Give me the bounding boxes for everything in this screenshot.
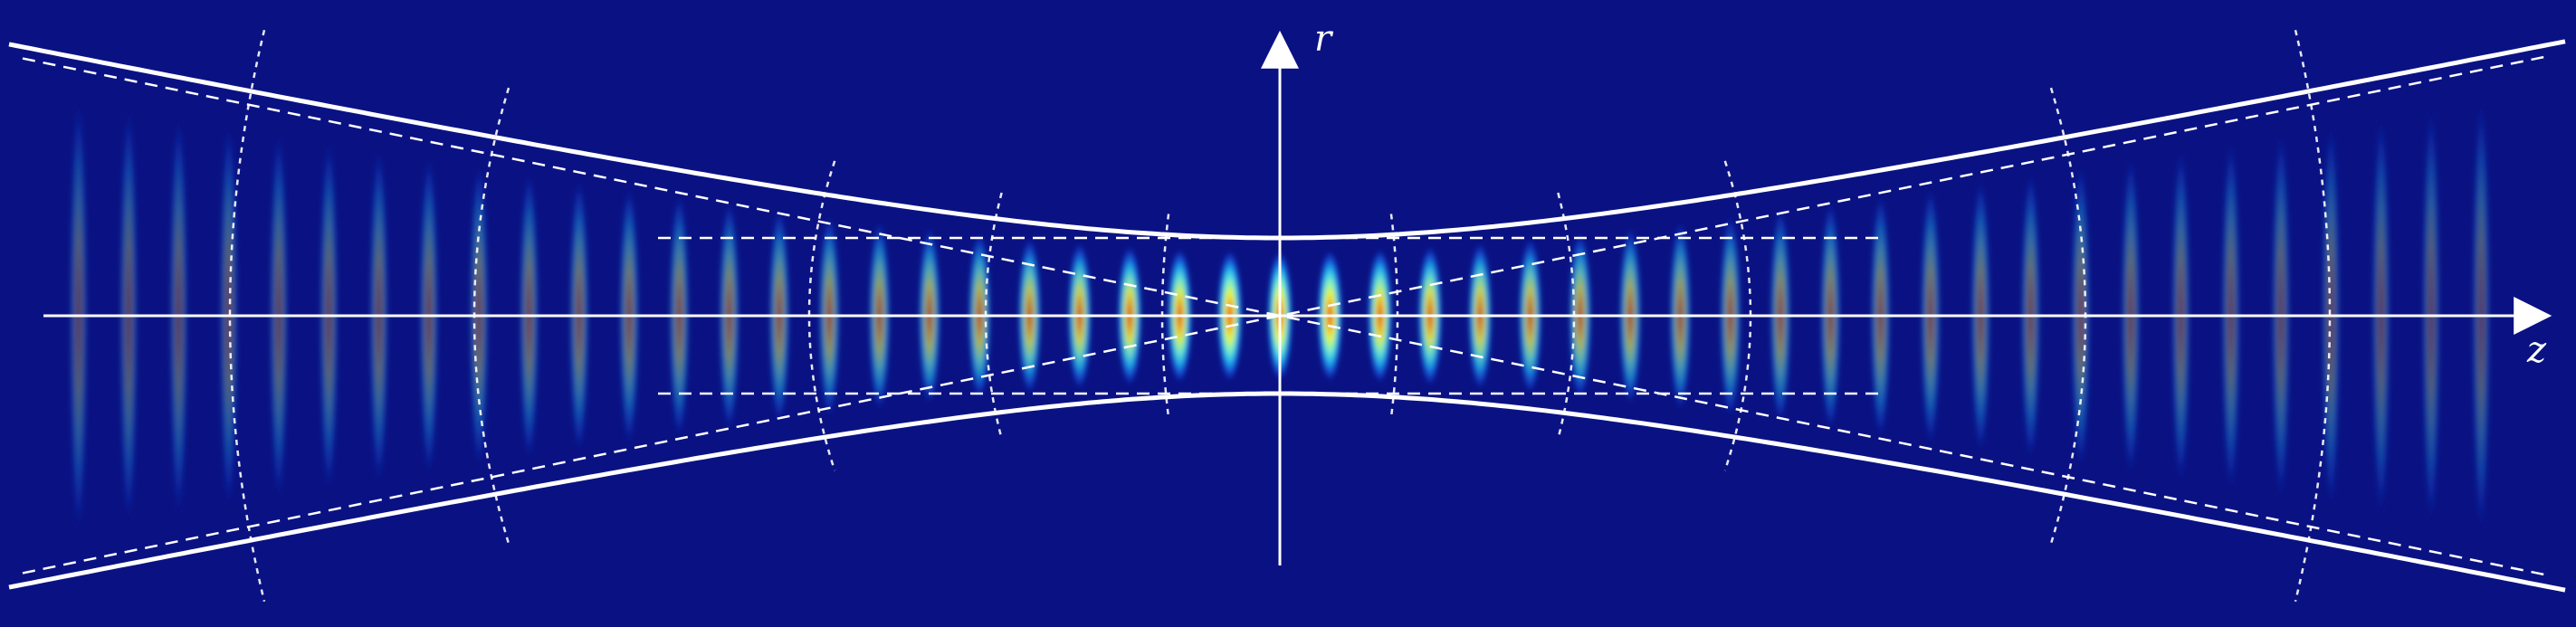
asymptote-line <box>22 54 2552 575</box>
wavefront-arc <box>807 160 836 471</box>
beam-envelope <box>8 39 2566 593</box>
beam-fringes <box>69 93 2491 538</box>
asymptote-line <box>22 57 2552 577</box>
wavefront-arc <box>1723 160 1752 471</box>
upper-envelope <box>8 39 2566 241</box>
z-axis-label: z <box>2526 329 2547 371</box>
lower-envelope <box>8 391 2566 593</box>
r-axis-label: r <box>1314 18 1334 60</box>
